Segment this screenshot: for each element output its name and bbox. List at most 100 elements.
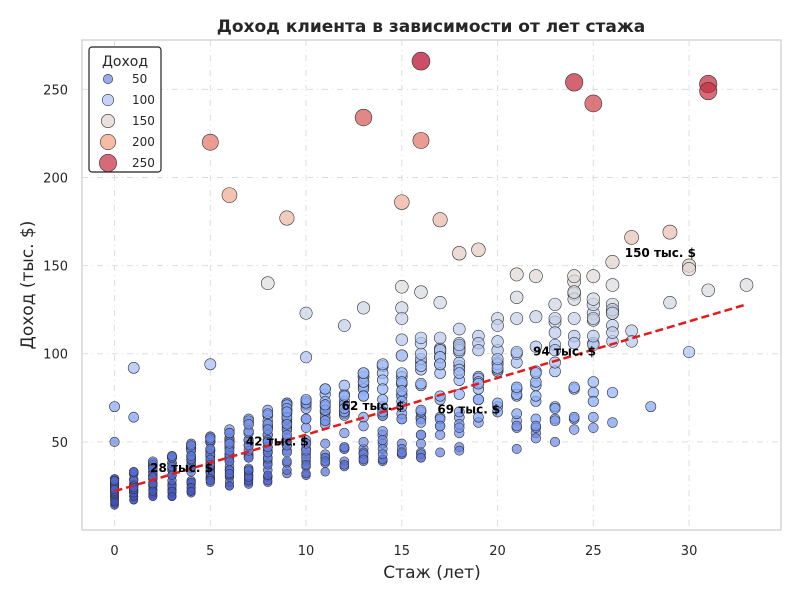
data-point (530, 433, 541, 444)
data-point (357, 390, 370, 402)
data-point (339, 442, 350, 453)
data-point (377, 435, 388, 446)
x-tick-label: 15 (394, 544, 411, 559)
data-point (549, 402, 561, 414)
data-point (415, 438, 426, 449)
data-point (568, 337, 581, 350)
data-point (338, 319, 351, 332)
data-point (205, 476, 215, 486)
data-point (109, 476, 120, 486)
data-point (377, 383, 389, 395)
data-point (586, 312, 600, 325)
data-point (548, 312, 562, 325)
annotation-label: 69 тыс. $ (437, 403, 500, 417)
data-point (224, 481, 234, 491)
data-point (569, 424, 580, 435)
data-point (395, 333, 408, 346)
data-point (453, 338, 466, 352)
data-point (243, 440, 254, 451)
data-point (377, 426, 388, 437)
data-point (167, 492, 177, 501)
data-point (607, 417, 618, 428)
data-point (415, 360, 427, 372)
annotation-label: 150 тыс. $ (625, 246, 696, 260)
data-point (588, 422, 599, 433)
data-point (396, 385, 408, 397)
data-point (548, 344, 562, 357)
data-point (395, 312, 409, 325)
annotation-label: 42 тыс. $ (246, 434, 309, 448)
data-point (584, 94, 603, 113)
data-point (377, 449, 388, 460)
data-point (473, 411, 484, 423)
x-tick-label: 30 (681, 544, 698, 559)
data-point (319, 415, 331, 426)
data-point (243, 419, 254, 430)
data-point (549, 415, 561, 426)
x-axis-label: Стаж (лет) (383, 563, 480, 583)
data-point (586, 292, 600, 306)
legend-label: 50 (132, 72, 147, 86)
data-point (186, 440, 197, 451)
data-point (395, 349, 408, 362)
legend-marker (100, 134, 116, 150)
legend-label: 150 (132, 114, 155, 128)
x-tick-label: 20 (489, 544, 506, 559)
data-point (186, 486, 196, 496)
data-point (699, 82, 718, 101)
y-tick-label: 50 (51, 436, 68, 451)
data-point (701, 283, 715, 298)
data-point (452, 246, 467, 261)
data-point (262, 408, 274, 420)
data-point (128, 411, 140, 423)
data-point (491, 353, 504, 365)
data-point (376, 358, 389, 371)
data-point (435, 447, 446, 458)
data-point (453, 367, 466, 379)
data-point (587, 329, 600, 343)
data-point (587, 395, 599, 407)
data-point (454, 445, 465, 456)
data-point (300, 413, 312, 425)
data-point (260, 276, 275, 291)
data-point (510, 290, 524, 304)
legend-marker (102, 73, 114, 85)
x-tick-label: 10 (298, 544, 315, 559)
data-point (109, 436, 120, 447)
data-point (263, 470, 273, 481)
data-point (606, 326, 619, 339)
data-point (319, 383, 331, 395)
data-point (433, 331, 447, 345)
legend-marker (101, 114, 115, 128)
annotations: 28 тыс. $ 42 тыс. $ 62 тыс. $ 69 тыс. $ 94 т… (150, 246, 696, 475)
y-tick-label: 100 (43, 348, 68, 363)
data-point (262, 424, 273, 435)
data-point (412, 132, 430, 149)
data-point (454, 422, 465, 433)
data-point (511, 408, 523, 420)
data-point (548, 326, 562, 339)
data-point (511, 420, 522, 432)
data-point (606, 386, 619, 399)
data-point (300, 422, 312, 433)
data-point (588, 411, 599, 423)
data-point (224, 427, 235, 439)
data-point (224, 456, 235, 467)
data-point (282, 465, 292, 475)
data-point (453, 388, 465, 400)
data-point (739, 278, 754, 292)
data-point (358, 436, 369, 447)
y-tick-label: 250 (43, 83, 68, 98)
data-point (394, 194, 410, 210)
data-point (281, 429, 293, 440)
data-point (129, 467, 139, 477)
data-point (281, 440, 292, 451)
data-point (567, 285, 581, 299)
data-point (452, 322, 466, 336)
legend: Доход 50 100 150 200 250 (88, 46, 162, 173)
data-point (471, 242, 486, 257)
data-point (301, 460, 311, 470)
legend-label: 100 (132, 93, 155, 107)
data-point (432, 212, 448, 228)
data-point (549, 436, 561, 447)
